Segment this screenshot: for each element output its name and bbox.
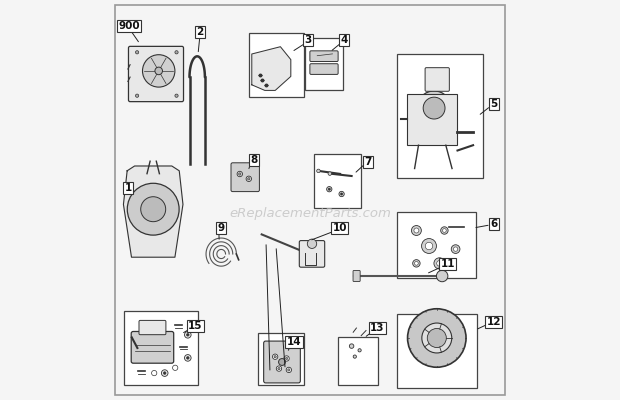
Circle shape: [427, 328, 446, 348]
Circle shape: [246, 176, 252, 182]
Circle shape: [237, 171, 242, 177]
Circle shape: [175, 51, 178, 54]
Circle shape: [143, 55, 175, 87]
Circle shape: [436, 260, 442, 266]
Circle shape: [308, 239, 317, 248]
Circle shape: [453, 247, 458, 251]
Circle shape: [423, 97, 445, 119]
Circle shape: [288, 369, 290, 371]
Circle shape: [328, 188, 330, 190]
Text: 3: 3: [304, 35, 312, 45]
Bar: [338, 337, 378, 385]
Circle shape: [443, 229, 446, 232]
FancyBboxPatch shape: [299, 240, 325, 267]
FancyBboxPatch shape: [264, 341, 300, 383]
Circle shape: [317, 169, 320, 173]
Bar: [397, 314, 477, 388]
Circle shape: [415, 262, 419, 265]
Circle shape: [434, 258, 445, 269]
Text: 2: 2: [197, 27, 203, 37]
Circle shape: [340, 193, 343, 195]
Circle shape: [127, 183, 179, 235]
Circle shape: [136, 94, 139, 97]
Polygon shape: [123, 166, 183, 257]
Circle shape: [441, 227, 448, 234]
Circle shape: [278, 368, 280, 370]
Circle shape: [425, 242, 433, 250]
Circle shape: [136, 51, 139, 54]
Text: 4: 4: [340, 35, 348, 45]
Circle shape: [327, 186, 332, 192]
Text: 15: 15: [188, 321, 203, 331]
Circle shape: [187, 334, 189, 336]
Text: 13: 13: [370, 323, 384, 333]
Bar: [249, 33, 304, 97]
Text: 7: 7: [365, 157, 371, 167]
Circle shape: [414, 228, 419, 233]
Circle shape: [175, 94, 178, 97]
Circle shape: [155, 67, 162, 75]
Circle shape: [187, 356, 189, 359]
Circle shape: [286, 367, 291, 372]
Circle shape: [185, 354, 191, 361]
Text: 1: 1: [125, 183, 131, 193]
Circle shape: [274, 356, 277, 358]
Text: 9: 9: [218, 223, 225, 233]
Circle shape: [284, 356, 289, 361]
Bar: [397, 212, 476, 278]
Circle shape: [247, 178, 250, 180]
Circle shape: [285, 357, 288, 360]
Circle shape: [164, 372, 166, 374]
FancyBboxPatch shape: [131, 332, 174, 363]
Circle shape: [141, 197, 166, 222]
Circle shape: [358, 349, 361, 352]
Bar: [258, 333, 304, 385]
Text: 900: 900: [118, 21, 140, 31]
Circle shape: [422, 323, 452, 353]
Text: eReplacementParts.com: eReplacementParts.com: [229, 208, 391, 220]
Text: 5: 5: [490, 99, 498, 109]
Bar: [305, 38, 343, 90]
Circle shape: [436, 270, 448, 282]
Text: 11: 11: [441, 259, 455, 269]
Text: 8: 8: [250, 155, 258, 165]
Bar: [397, 54, 483, 178]
Text: 12: 12: [487, 317, 501, 327]
Circle shape: [413, 260, 420, 267]
Circle shape: [407, 309, 466, 367]
Text: 6: 6: [490, 219, 498, 229]
FancyBboxPatch shape: [231, 163, 259, 192]
Text: 14: 14: [286, 337, 301, 347]
FancyBboxPatch shape: [310, 64, 338, 74]
Circle shape: [349, 344, 354, 348]
Polygon shape: [252, 47, 291, 90]
Circle shape: [161, 370, 168, 376]
Circle shape: [239, 173, 241, 175]
Circle shape: [328, 172, 332, 175]
Circle shape: [273, 354, 278, 359]
Circle shape: [339, 191, 344, 197]
Circle shape: [412, 226, 422, 236]
Circle shape: [417, 91, 451, 125]
Circle shape: [353, 355, 356, 358]
Bar: [407, 94, 458, 145]
Circle shape: [185, 332, 191, 338]
FancyBboxPatch shape: [310, 51, 338, 62]
Circle shape: [451, 245, 460, 254]
FancyBboxPatch shape: [353, 270, 360, 282]
FancyBboxPatch shape: [128, 46, 184, 102]
Circle shape: [422, 238, 436, 254]
Circle shape: [277, 366, 281, 371]
Bar: [125, 311, 198, 385]
FancyBboxPatch shape: [139, 320, 166, 335]
Text: 10: 10: [333, 223, 347, 233]
Bar: [314, 154, 361, 208]
FancyBboxPatch shape: [425, 68, 450, 91]
Circle shape: [278, 358, 285, 366]
